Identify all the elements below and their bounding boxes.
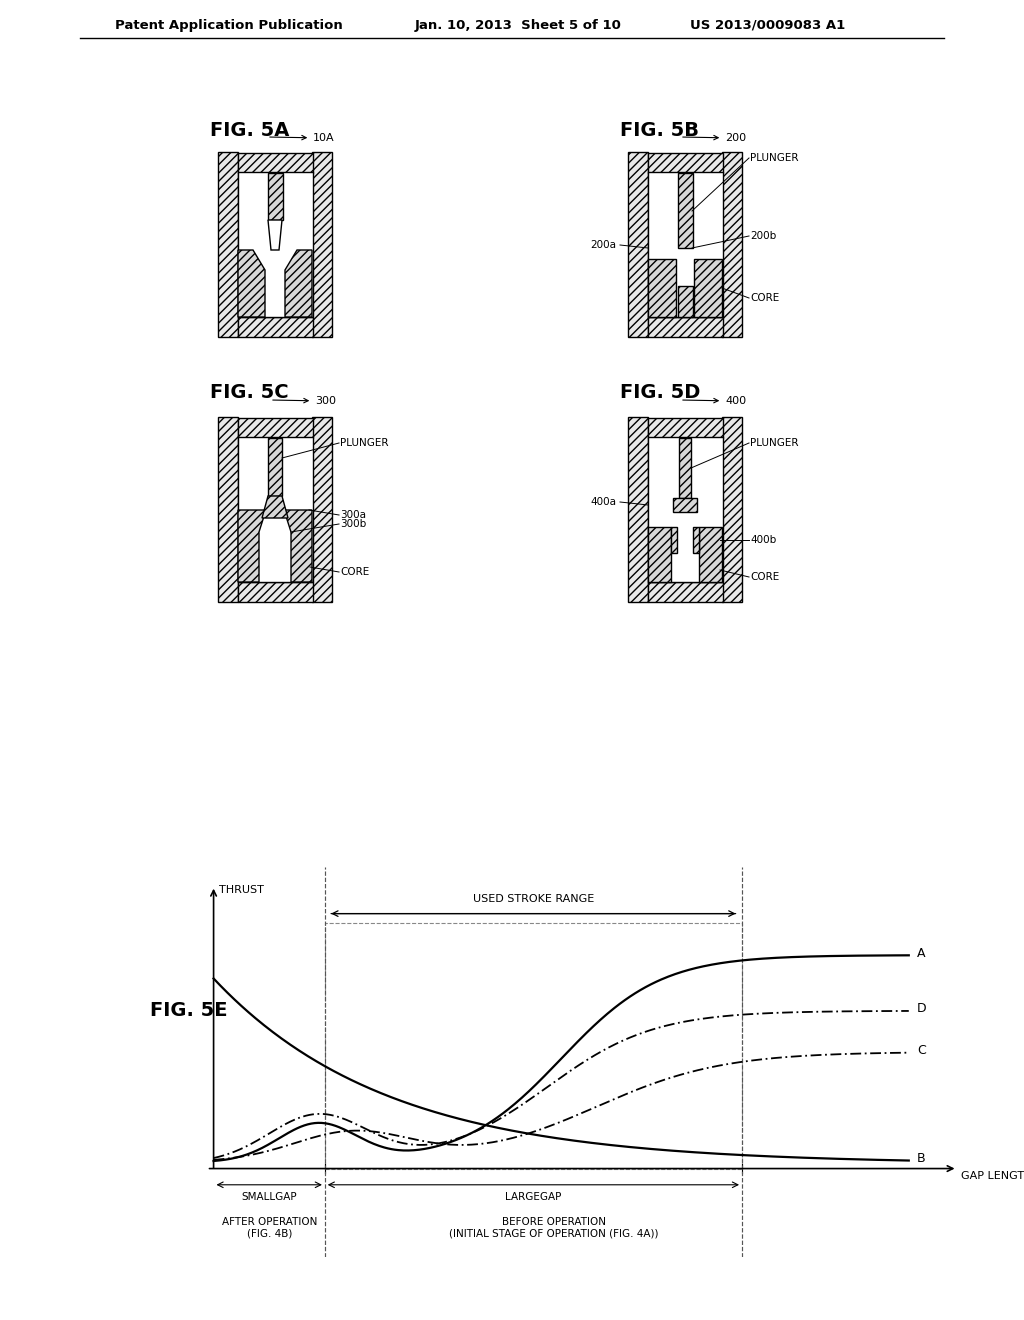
- Bar: [673, 498, 697, 512]
- Bar: [722, 152, 742, 337]
- Text: SMALLGAP: SMALLGAP: [242, 1192, 297, 1201]
- Text: FIG. 5D: FIG. 5D: [620, 383, 700, 401]
- Bar: [678, 173, 693, 248]
- Bar: [325, 923, 742, 1168]
- Bar: [628, 417, 648, 602]
- Bar: [648, 153, 723, 173]
- Bar: [648, 527, 671, 582]
- Bar: [648, 418, 723, 438]
- Text: FIG. 5E: FIG. 5E: [150, 1001, 227, 1019]
- Text: 400: 400: [683, 396, 746, 407]
- Text: Patent Application Publication: Patent Application Publication: [115, 18, 343, 32]
- Text: PLUNGER: PLUNGER: [340, 438, 388, 447]
- Bar: [238, 437, 313, 582]
- Bar: [648, 437, 723, 582]
- Bar: [722, 417, 742, 602]
- Bar: [218, 152, 238, 337]
- Text: 300: 300: [272, 396, 336, 407]
- Bar: [671, 527, 677, 553]
- Text: PLUNGER: PLUNGER: [750, 438, 799, 447]
- Bar: [694, 259, 722, 317]
- Text: B: B: [918, 1152, 926, 1164]
- Bar: [238, 172, 313, 317]
- Text: PLUNGER: PLUNGER: [750, 153, 799, 162]
- Text: A: A: [918, 946, 926, 960]
- Text: 300a: 300a: [340, 510, 366, 520]
- Bar: [238, 153, 313, 173]
- Bar: [218, 417, 238, 602]
- Text: CORE: CORE: [340, 568, 370, 577]
- Bar: [648, 172, 723, 317]
- Text: CORE: CORE: [750, 572, 779, 582]
- Text: GAP LENGTH: GAP LENGTH: [961, 1171, 1024, 1180]
- Text: US 2013/0009083 A1: US 2013/0009083 A1: [690, 18, 845, 32]
- Text: AFTER OPERATION
(FIG. 4B): AFTER OPERATION (FIG. 4B): [221, 1217, 316, 1239]
- Text: 200b: 200b: [750, 231, 776, 242]
- Text: 400a: 400a: [590, 498, 616, 507]
- Text: D: D: [918, 1002, 927, 1015]
- Text: 10A: 10A: [269, 133, 335, 143]
- Bar: [648, 317, 723, 337]
- Text: Jan. 10, 2013  Sheet 5 of 10: Jan. 10, 2013 Sheet 5 of 10: [415, 18, 622, 32]
- Text: USED STROKE RANGE: USED STROKE RANGE: [473, 895, 594, 904]
- Bar: [268, 438, 282, 496]
- Bar: [693, 527, 699, 553]
- Polygon shape: [238, 510, 266, 582]
- Polygon shape: [268, 220, 282, 249]
- Text: 200a: 200a: [590, 240, 616, 249]
- Text: 400b: 400b: [750, 535, 776, 545]
- Bar: [238, 582, 313, 602]
- Bar: [648, 582, 723, 602]
- Text: 300b: 300b: [340, 519, 367, 529]
- Bar: [312, 417, 332, 602]
- Bar: [238, 418, 313, 438]
- Text: FIG. 5A: FIG. 5A: [210, 120, 290, 140]
- Bar: [699, 527, 722, 582]
- Bar: [679, 438, 691, 498]
- Text: CORE: CORE: [750, 293, 779, 304]
- Polygon shape: [238, 249, 265, 317]
- Text: LARGEGAP: LARGEGAP: [505, 1192, 561, 1201]
- Text: BEFORE OPERATION
(INITIAL STAGE OF OPERATION (FIG. 4A)): BEFORE OPERATION (INITIAL STAGE OF OPERA…: [450, 1217, 659, 1239]
- Bar: [238, 317, 313, 337]
- Text: 200: 200: [683, 133, 746, 143]
- Bar: [678, 286, 693, 317]
- Polygon shape: [284, 510, 312, 582]
- Bar: [628, 152, 648, 337]
- Polygon shape: [262, 496, 288, 517]
- Text: C: C: [918, 1044, 926, 1057]
- Text: THRUST: THRUST: [219, 886, 264, 895]
- Polygon shape: [285, 249, 312, 317]
- Bar: [648, 259, 676, 317]
- Bar: [268, 173, 283, 220]
- Text: FIG. 5B: FIG. 5B: [620, 120, 699, 140]
- Bar: [312, 152, 332, 337]
- Text: FIG. 5C: FIG. 5C: [210, 383, 289, 401]
